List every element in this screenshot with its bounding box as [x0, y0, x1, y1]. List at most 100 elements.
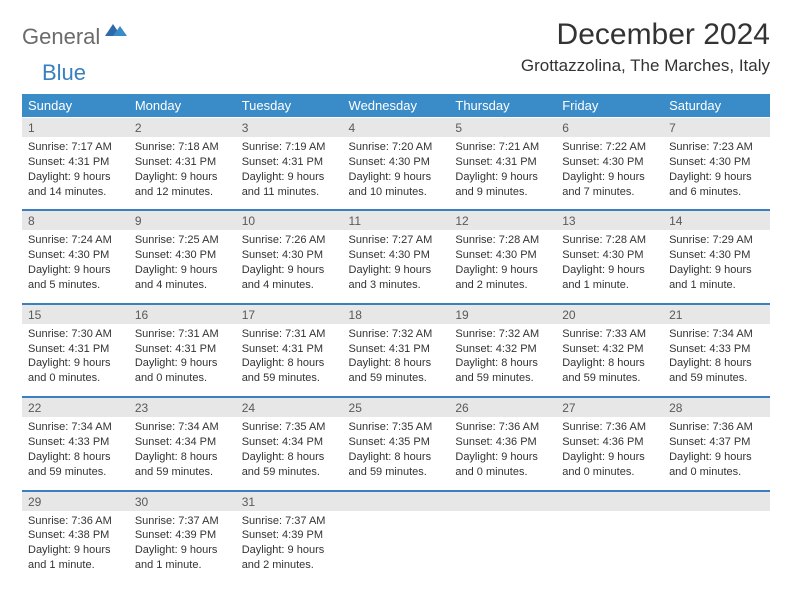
dow-monday: Monday: [129, 94, 236, 118]
daylight-text-1: Daylight: 9 hours: [669, 450, 764, 465]
daylight-text-2: and 1 minute.: [562, 278, 657, 293]
day-number-cell: 11: [343, 210, 450, 230]
daylight-text-2: and 59 minutes.: [455, 371, 550, 386]
day-content-row: Sunrise: 7:30 AMSunset: 4:31 PMDaylight:…: [22, 324, 770, 397]
day-content-cell: Sunrise: 7:32 AMSunset: 4:31 PMDaylight:…: [343, 324, 450, 397]
location: Grottazzolina, The Marches, Italy: [521, 56, 770, 76]
sunset-text: Sunset: 4:36 PM: [455, 435, 550, 450]
day-content-cell: Sunrise: 7:19 AMSunset: 4:31 PMDaylight:…: [236, 137, 343, 210]
daylight-text-1: Daylight: 9 hours: [455, 263, 550, 278]
sunset-text: Sunset: 4:30 PM: [455, 248, 550, 263]
day-content-cell: Sunrise: 7:37 AMSunset: 4:39 PMDaylight:…: [129, 511, 236, 583]
sunrise-text: Sunrise: 7:35 AM: [349, 420, 444, 435]
sunset-text: Sunset: 4:31 PM: [242, 155, 337, 170]
day-content-cell: Sunrise: 7:34 AMSunset: 4:34 PMDaylight:…: [129, 417, 236, 490]
daylight-text-1: Daylight: 9 hours: [28, 356, 123, 371]
day-number-cell: 23: [129, 397, 236, 417]
sunrise-text: Sunrise: 7:32 AM: [349, 327, 444, 342]
daylight-text-1: Daylight: 9 hours: [135, 543, 230, 558]
sunrise-text: Sunrise: 7:27 AM: [349, 233, 444, 248]
daylight-text-1: Daylight: 9 hours: [135, 170, 230, 185]
sunset-text: Sunset: 4:30 PM: [669, 248, 764, 263]
daylight-text-2: and 11 minutes.: [242, 185, 337, 200]
day-number-cell: 29: [22, 491, 129, 511]
daylight-text-2: and 59 minutes.: [669, 371, 764, 386]
daylight-text-2: and 2 minutes.: [455, 278, 550, 293]
days-of-week-row: Sunday Monday Tuesday Wednesday Thursday…: [22, 94, 770, 118]
daylight-text-1: Daylight: 8 hours: [455, 356, 550, 371]
day-content-cell: Sunrise: 7:36 AMSunset: 4:36 PMDaylight:…: [449, 417, 556, 490]
logo-text-general: General: [22, 24, 100, 50]
day-content-row: Sunrise: 7:17 AM Sunset: 4:31 PM Daylight:…: [22, 137, 770, 210]
daylight-text-2: and 59 minutes.: [349, 465, 444, 480]
daylight-text-1: Daylight: 9 hours: [28, 543, 123, 558]
sunrise-text: Sunrise: 7:19 AM: [242, 140, 337, 155]
day-number-cell: 13: [556, 210, 663, 230]
day-content-cell: Sunrise: 7:36 AMSunset: 4:37 PMDaylight:…: [663, 417, 770, 490]
day-content-row: Sunrise: 7:36 AMSunset: 4:38 PMDaylight:…: [22, 511, 770, 583]
daylight-text-2: and 59 minutes.: [349, 371, 444, 386]
sunset-text: Sunset: 4:30 PM: [669, 155, 764, 170]
daylight-text-2: and 1 minute.: [28, 558, 123, 573]
day-content-cell: Sunrise: 7:36 AMSunset: 4:36 PMDaylight:…: [556, 417, 663, 490]
calendar-table: Sunday Monday Tuesday Wednesday Thursday…: [22, 94, 770, 583]
dow-saturday: Saturday: [663, 94, 770, 118]
day-content-cell: Sunrise: 7:34 AMSunset: 4:33 PMDaylight:…: [22, 417, 129, 490]
day-content-cell: [556, 511, 663, 583]
day-content-cell: Sunrise: 7:37 AMSunset: 4:39 PMDaylight:…: [236, 511, 343, 583]
day-number-cell: [663, 491, 770, 511]
sunrise-text: Sunrise: 7:22 AM: [562, 140, 657, 155]
day-number-cell: 20: [556, 304, 663, 324]
daylight-text-1: Daylight: 8 hours: [349, 356, 444, 371]
sunrise-text: Sunrise: 7:37 AM: [135, 514, 230, 529]
sunrise-text: Sunrise: 7:34 AM: [135, 420, 230, 435]
day-number-row: 15161718192021: [22, 304, 770, 324]
logo-mark-icon: [105, 20, 127, 41]
day-content-row: Sunrise: 7:24 AMSunset: 4:30 PMDaylight:…: [22, 230, 770, 303]
daylight-text-2: and 4 minutes.: [242, 278, 337, 293]
sunrise-text: Sunrise: 7:37 AM: [242, 514, 337, 529]
day-content-cell: Sunrise: 7:26 AMSunset: 4:30 PMDaylight:…: [236, 230, 343, 303]
sunrise-text: Sunrise: 7:32 AM: [455, 327, 550, 342]
sunset-text: Sunset: 4:31 PM: [28, 342, 123, 357]
sunrise-text: Sunrise: 7:36 AM: [28, 514, 123, 529]
daylight-text-1: Daylight: 8 hours: [28, 450, 123, 465]
dow-tuesday: Tuesday: [236, 94, 343, 118]
daylight-text-1: Daylight: 9 hours: [28, 263, 123, 278]
day-content-cell: [449, 511, 556, 583]
sunset-text: Sunset: 4:34 PM: [135, 435, 230, 450]
daylight-text-2: and 12 minutes.: [135, 185, 230, 200]
daylight-text-2: and 10 minutes.: [349, 185, 444, 200]
daylight-text-1: Daylight: 9 hours: [135, 263, 230, 278]
day-content-cell: Sunrise: 7:33 AMSunset: 4:32 PMDaylight:…: [556, 324, 663, 397]
day-number-cell: 15: [22, 304, 129, 324]
daylight-text-2: and 0 minutes.: [562, 465, 657, 480]
day-number-cell: 12: [449, 210, 556, 230]
day-content-cell: Sunrise: 7:27 AMSunset: 4:30 PMDaylight:…: [343, 230, 450, 303]
day-content-cell: Sunrise: 7:31 AMSunset: 4:31 PMDaylight:…: [236, 324, 343, 397]
day-content-cell: Sunrise: 7:20 AMSunset: 4:30 PMDaylight:…: [343, 137, 450, 210]
sunrise-text: Sunrise: 7:25 AM: [135, 233, 230, 248]
sunset-text: Sunset: 4:31 PM: [349, 342, 444, 357]
daylight-text-2: and 0 minutes.: [455, 465, 550, 480]
sunrise-text: Sunrise: 7:17 AM: [28, 140, 123, 155]
dow-friday: Friday: [556, 94, 663, 118]
day-content-cell: [343, 511, 450, 583]
daylight-text-1: Daylight: 8 hours: [349, 450, 444, 465]
day-number-cell: 17: [236, 304, 343, 324]
day-number-cell: 14: [663, 210, 770, 230]
sunset-text: Sunset: 4:30 PM: [562, 248, 657, 263]
day-content-cell: Sunrise: 7:30 AMSunset: 4:31 PMDaylight:…: [22, 324, 129, 397]
daylight-text-1: Daylight: 8 hours: [135, 450, 230, 465]
day-number-cell: 5: [449, 118, 556, 138]
sunset-text: Sunset: 4:33 PM: [669, 342, 764, 357]
day-content-cell: Sunrise: 7:28 AMSunset: 4:30 PMDaylight:…: [449, 230, 556, 303]
daylight-text-2: and 3 minutes.: [349, 278, 444, 293]
day-number-cell: 4: [343, 118, 450, 138]
day-number-cell: 16: [129, 304, 236, 324]
day-number-cell: 21: [663, 304, 770, 324]
day-content-row: Sunrise: 7:34 AMSunset: 4:33 PMDaylight:…: [22, 417, 770, 490]
day-number-cell: 6: [556, 118, 663, 138]
day-number-cell: [343, 491, 450, 511]
daylight-text-1: Daylight: 9 hours: [349, 263, 444, 278]
